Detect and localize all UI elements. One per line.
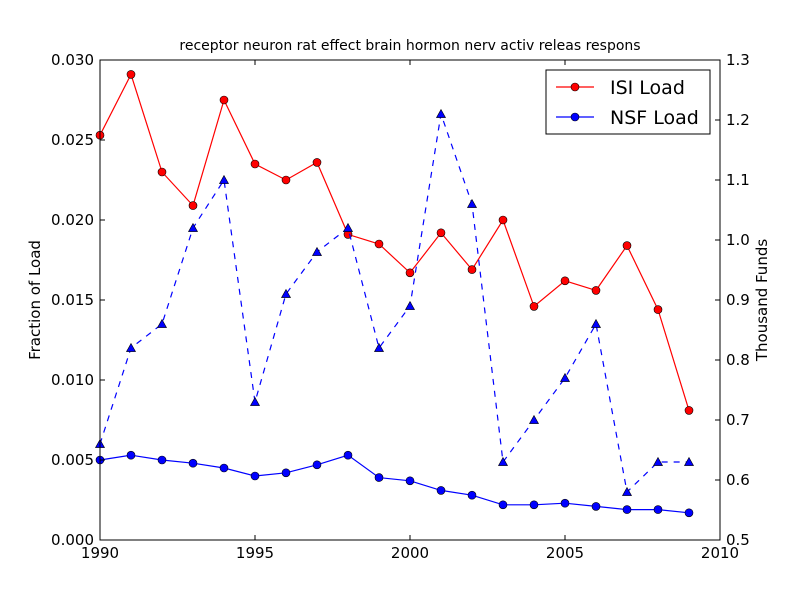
- data-point: [281, 175, 291, 185]
- chart-title: receptor neuron rat effect brain hormon …: [179, 38, 640, 54]
- x-tick-label: 2010: [701, 544, 739, 562]
- data-point: [498, 500, 508, 510]
- legend-marker: [570, 112, 580, 122]
- y-right-tick-label: 1.1: [726, 171, 750, 189]
- legend-marker: [570, 82, 580, 92]
- series-line: [99, 113, 689, 494]
- data-point-triangle: [249, 396, 261, 406]
- x-tick-label: 2005: [546, 544, 584, 562]
- data-point: [126, 450, 136, 460]
- data-point: [467, 265, 477, 274]
- data-point: [312, 158, 322, 167]
- y-right-tick-label: 0.7: [726, 411, 750, 429]
- y-right-tick-label: 1.3: [726, 51, 750, 69]
- data-point: [467, 490, 477, 500]
- data-point: [622, 241, 632, 250]
- data-point-triangle: [590, 318, 602, 328]
- data-point-triangle: [342, 222, 354, 232]
- data-point-triangle: [652, 456, 664, 466]
- series-line: [99, 72, 690, 411]
- data-point: [374, 473, 384, 482]
- data-point-triangle: [280, 288, 292, 298]
- data-point: [250, 471, 260, 481]
- y-left-tick-label: 0.015: [51, 291, 94, 309]
- y-right-tick-label: 0.8: [726, 351, 750, 369]
- data-point: [188, 458, 198, 468]
- y-axis-label-left: Fraction of Load: [26, 240, 44, 360]
- data-point: [405, 476, 415, 486]
- data-point: [560, 276, 570, 286]
- y-axis-label-right: Thousand Funds: [753, 239, 771, 362]
- y-left-tick-label: 0.010: [51, 371, 94, 389]
- plot-background: [100, 60, 720, 540]
- y-left-tick-label: 0.030: [51, 51, 94, 69]
- data-point: [374, 239, 384, 249]
- legend: ISI Load NSF Load: [545, 69, 711, 135]
- data-point-triangle: [373, 342, 385, 352]
- series-right-axis-2: [94, 108, 695, 496]
- data-point-triangle: [559, 372, 571, 382]
- data-point: [529, 302, 539, 311]
- legend-box: [545, 69, 711, 135]
- data-point: [684, 406, 694, 415]
- series-nsf-load: [95, 450, 694, 518]
- y-right-tick-label: 0.6: [726, 471, 750, 489]
- x-tick-label: 2000: [391, 544, 429, 562]
- series-layer: [94, 70, 695, 518]
- data-point: [157, 167, 167, 177]
- y-right-tick-label: 0.9: [726, 291, 750, 309]
- series-line: [99, 454, 690, 514]
- data-point-triangle: [311, 246, 323, 256]
- data-point-triangle: [435, 108, 447, 118]
- y-left-tick-label: 0.000: [51, 531, 94, 549]
- data-point: [436, 228, 446, 238]
- y-right-tick-label: 0.5: [726, 531, 750, 549]
- data-point-triangle: [187, 222, 199, 232]
- data-point: [405, 268, 415, 278]
- axes-layer: 1990 1995 2000 2005 2010 0.000 0.005 0.010 0.015…: [51, 51, 750, 562]
- data-point: [591, 502, 601, 511]
- legend-label: NSF Load: [610, 107, 699, 129]
- legend-label: ISI Load: [610, 77, 685, 99]
- data-point-triangle: [497, 456, 509, 466]
- data-point: [622, 505, 632, 514]
- data-point-triangle: [621, 486, 633, 496]
- data-point: [157, 455, 167, 465]
- data-point-triangle: [125, 342, 137, 352]
- data-point: [529, 500, 539, 510]
- data-point: [219, 95, 229, 105]
- data-point-triangle: [528, 414, 540, 424]
- y-right-tick-label: 1.2: [726, 111, 750, 129]
- data-point: [250, 159, 260, 169]
- y-left-tick-label: 0.025: [51, 131, 94, 149]
- data-point: [343, 450, 353, 460]
- data-point: [436, 486, 446, 495]
- data-point: [281, 468, 291, 478]
- x-tick-label: 1990: [81, 544, 119, 562]
- data-point: [591, 286, 601, 295]
- series-isi-load: [95, 70, 694, 415]
- data-point: [653, 505, 663, 514]
- data-point: [653, 305, 663, 314]
- data-point: [126, 70, 136, 79]
- data-point: [188, 201, 198, 210]
- data-point: [219, 463, 229, 473]
- data-point-triangle: [404, 300, 416, 310]
- data-point: [684, 508, 694, 518]
- data-point: [498, 215, 508, 225]
- data-point-triangle: [683, 456, 695, 466]
- data-point-triangle: [156, 318, 168, 328]
- data-point-triangle: [218, 174, 230, 184]
- data-point-triangle: [466, 198, 478, 208]
- y-left-tick-label: 0.005: [51, 451, 94, 469]
- y-left-tick-label: 0.020: [51, 211, 94, 229]
- data-point: [560, 498, 570, 508]
- y-right-tick-label: 1.0: [726, 231, 750, 249]
- data-point: [312, 460, 322, 470]
- x-tick-label: 1995: [236, 544, 274, 562]
